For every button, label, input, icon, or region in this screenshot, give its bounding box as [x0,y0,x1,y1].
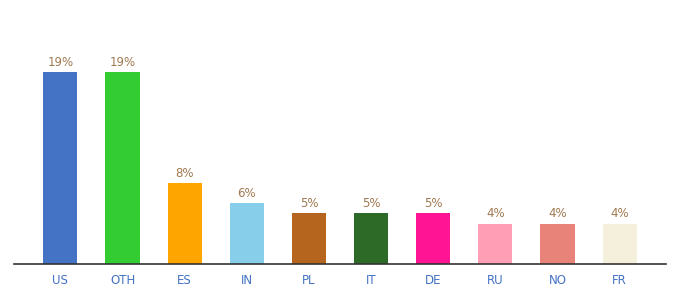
Bar [541,224,575,264]
Bar [602,224,636,264]
Bar [354,213,388,264]
Text: 19%: 19% [48,56,73,69]
Bar [230,203,264,264]
Text: 4%: 4% [611,208,629,220]
Text: 5%: 5% [424,197,443,210]
Text: 5%: 5% [300,197,318,210]
Bar [44,72,78,264]
Bar [416,213,450,264]
Bar [105,72,139,264]
Text: 4%: 4% [486,208,505,220]
Text: 6%: 6% [237,187,256,200]
Bar [292,213,326,264]
Text: 19%: 19% [109,56,135,69]
Bar [167,183,202,264]
Text: 4%: 4% [548,208,567,220]
Bar [478,224,513,264]
Text: 8%: 8% [175,167,194,180]
Text: 5%: 5% [362,197,380,210]
